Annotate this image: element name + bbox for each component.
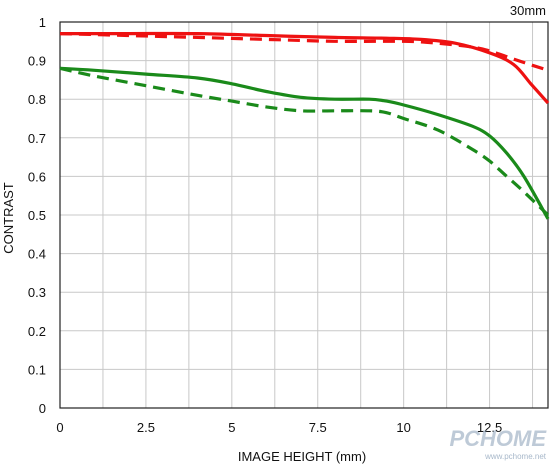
pchome-watermark: PCHOME www.pchome.net — [449, 426, 547, 461]
solid-series-line-2 — [59, 66, 550, 220]
x-tick-label: 5 — [228, 420, 235, 435]
y-tick-label: 0.6 — [28, 169, 46, 184]
x-tick-label: 12.5 — [477, 420, 502, 435]
x-tick-label: 2.5 — [137, 420, 155, 435]
y-axis-ticks: 0 0.1 0.2 0.3 0.4 0.5 0.6 0.7 0.8 0.9 1 — [28, 15, 46, 416]
watermark-url: www.pchome.net — [484, 452, 547, 461]
y-tick-label: 0.7 — [28, 131, 46, 146]
dashed-series-line-3 — [59, 66, 550, 217]
y-tick-label: 0.8 — [28, 92, 46, 107]
y-tick-label: 0.4 — [28, 247, 46, 262]
y-tick-label: 0.5 — [28, 208, 46, 223]
y-tick-label: 0 — [39, 401, 46, 416]
y-tick-label: 0.3 — [28, 285, 46, 300]
x-tick-label: 0 — [56, 420, 63, 435]
x-axis-ticks: 0 2.5 5 7.5 10 12.5 — [56, 420, 502, 435]
x-axis-title: IMAGE HEIGHT (mm) — [238, 449, 366, 464]
watermark-logo: PCHOME — [449, 426, 547, 451]
y-tick-label: 1 — [39, 15, 46, 30]
x-tick-label: 10 — [396, 420, 410, 435]
y-tick-label: 0.2 — [28, 324, 46, 339]
focal-length-label: 30mm — [510, 3, 546, 18]
x-tick-label: 7.5 — [309, 420, 327, 435]
dashed-series-line-1 — [59, 32, 549, 72]
y-tick-label: 0.9 — [28, 54, 46, 69]
y-tick-label: 0.1 — [28, 362, 46, 377]
solid-series-line-0 — [60, 31, 550, 105]
series-lines — [59, 31, 550, 220]
y-axis-title: CONTRAST — [1, 182, 16, 254]
